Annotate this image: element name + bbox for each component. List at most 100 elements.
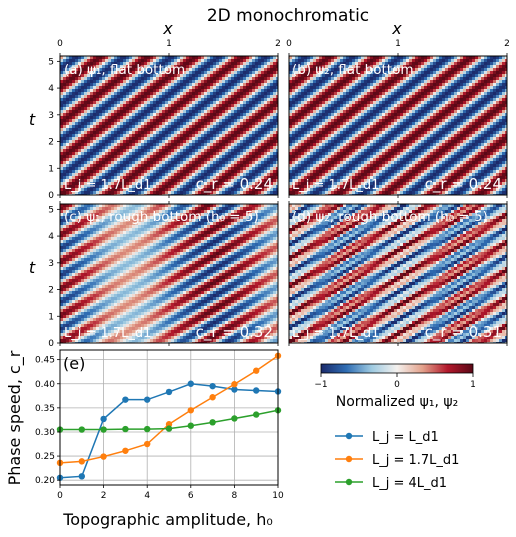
heatmap-cell	[102, 185, 106, 189]
heatmap-cell	[328, 77, 332, 81]
heatmap-cell	[460, 116, 464, 120]
heatmap-cell	[90, 110, 94, 114]
heatmap-cell	[264, 143, 268, 147]
heatmap-cell	[192, 143, 196, 147]
heatmap-cell	[63, 77, 67, 81]
heatmap-cell	[487, 113, 491, 117]
heatmap-cell	[78, 128, 82, 132]
heatmap-cell	[141, 179, 145, 183]
heatmap-cell	[156, 182, 160, 186]
heatmap-cell	[276, 95, 278, 99]
heatmap-cell	[243, 56, 247, 60]
heatmap-cell	[90, 143, 94, 147]
heatmap-cell	[99, 122, 103, 126]
heatmap-cell	[126, 86, 130, 90]
heatmap-cell	[505, 101, 507, 105]
heatmap-cell	[433, 107, 437, 111]
heatmap-cell	[84, 152, 88, 156]
heatmap-cell	[400, 92, 404, 96]
heatmap-cell	[445, 83, 449, 87]
heatmap-cell	[246, 113, 250, 117]
heatmap-cell	[105, 119, 109, 123]
heatmap-cell	[120, 182, 124, 186]
heatmap-cell	[418, 74, 422, 78]
heatmap-cell	[138, 191, 142, 195]
heatmap-cell	[123, 80, 127, 84]
heatmap-cell	[108, 152, 112, 156]
heatmap-cell	[180, 98, 184, 102]
heatmap-cell	[177, 155, 181, 159]
heatmap-cell	[102, 155, 106, 159]
heatmap-cell	[313, 101, 317, 105]
heatmap-cell	[102, 59, 106, 63]
heatmap-cell	[195, 98, 199, 102]
heatmap-cell	[273, 68, 277, 72]
heatmap-cell	[105, 179, 109, 183]
heatmap-cell	[301, 92, 305, 96]
heatmap-cell	[141, 173, 145, 177]
heatmap-cell	[198, 179, 202, 183]
heatmap-cell	[126, 155, 130, 159]
heatmap-cell	[117, 155, 121, 159]
heatmap-cell	[355, 95, 359, 99]
heatmap-cell	[63, 188, 67, 192]
heatmap-cell	[216, 164, 220, 168]
heatmap-cell	[93, 179, 97, 183]
heatmap-cell	[87, 155, 91, 159]
heatmap-cell	[195, 77, 199, 81]
heatmap-cell	[249, 116, 253, 120]
heatmap-cell	[75, 140, 79, 144]
heatmap-cell	[487, 59, 491, 63]
heatmap-cell	[201, 83, 205, 87]
heatmap-cell	[240, 185, 244, 189]
heatmap-cell	[120, 128, 124, 132]
heatmap-cell	[316, 83, 320, 87]
heatmap-cell	[397, 104, 401, 108]
heatmap-cell	[228, 155, 232, 159]
heatmap-cell	[406, 65, 410, 69]
heatmap-cell	[186, 191, 190, 195]
heatmap-cell	[252, 155, 256, 159]
heatmap-cell	[490, 101, 494, 105]
heatmap-cell	[204, 179, 208, 183]
heatmap-cell	[231, 137, 235, 141]
heatmap-cell	[325, 107, 329, 111]
heatmap-cell	[105, 170, 109, 174]
heatmap-cell	[174, 143, 178, 147]
heatmap-cell	[159, 140, 163, 144]
heatmap-cell	[225, 56, 229, 60]
heatmap-cell	[132, 173, 136, 177]
heatmap-cell	[180, 137, 184, 141]
heatmap-cell	[289, 77, 293, 81]
heatmap-cell	[147, 176, 151, 180]
heatmap-cell	[219, 80, 223, 84]
heatmap-cell	[334, 98, 338, 102]
heatmap-cell	[156, 68, 160, 72]
heatmap-cell	[102, 191, 106, 195]
heatmap-cell	[228, 89, 232, 93]
heatmap-cell	[111, 113, 115, 117]
heatmap-cell	[298, 62, 302, 66]
heatmap-cell	[63, 170, 67, 174]
heatmap-cell	[81, 116, 85, 120]
heatmap-cell	[319, 68, 323, 72]
heatmap-cell	[102, 125, 106, 129]
heatmap-cell	[159, 119, 163, 123]
heatmap-cell	[406, 62, 410, 66]
heatmap-cell	[505, 95, 507, 99]
heatmap-cell	[210, 116, 214, 120]
heatmap-cell	[132, 104, 136, 108]
heatmap-cell	[90, 83, 94, 87]
heatmap-cell	[123, 62, 127, 66]
heatmap-cell	[325, 113, 329, 117]
heatmap-cell	[108, 134, 112, 138]
heatmap-cell	[258, 191, 262, 195]
heatmap-cell	[96, 125, 100, 129]
heatmap-cell	[105, 125, 109, 129]
heatmap-cell	[255, 143, 259, 147]
heatmap-cell	[66, 152, 70, 156]
heatmap-cell	[111, 107, 115, 111]
heatmap-cell	[201, 104, 205, 108]
heatmap-cell	[276, 104, 278, 108]
top-x-tick-label: 2	[275, 39, 281, 49]
